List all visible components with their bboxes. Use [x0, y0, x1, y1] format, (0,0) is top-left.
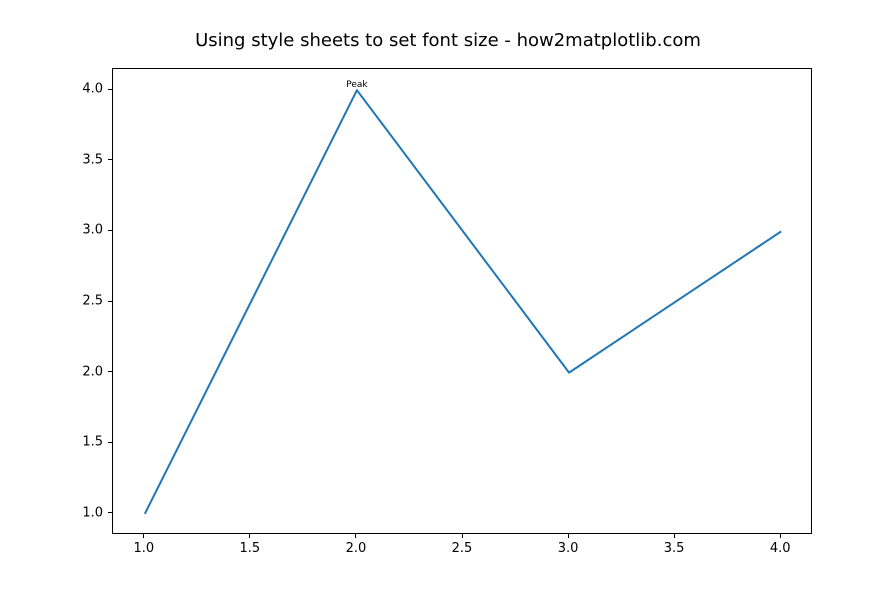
x-tick-label: 3.5: [664, 541, 685, 556]
figure: Using style sheets to set font size - ho…: [0, 0, 896, 616]
x-tick-label: 2.0: [346, 541, 367, 556]
line-plot-svg: [113, 69, 813, 535]
x-tick-label: 2.5: [452, 541, 473, 556]
x-tick-label: 1.5: [240, 541, 261, 556]
y-tick-label: 1.5: [82, 435, 103, 450]
peak-annotation: Peak: [346, 80, 367, 90]
y-tick-label: 3.5: [82, 152, 103, 167]
y-tick-mark: [108, 442, 112, 443]
y-tick-mark: [108, 89, 112, 90]
x-tick-mark: [674, 534, 675, 538]
y-tick-label: 3.0: [82, 223, 103, 238]
y-tick-mark: [108, 512, 112, 513]
y-tick-label: 4.0: [82, 82, 103, 97]
x-tick-mark: [143, 534, 144, 538]
y-tick-label: 2.5: [82, 294, 103, 309]
y-tick-mark: [108, 371, 112, 372]
y-tick-mark: [108, 159, 112, 160]
x-tick-mark: [568, 534, 569, 538]
y-tick-label: 1.0: [82, 505, 103, 520]
x-tick-mark: [355, 534, 356, 538]
plot-area: Peak: [112, 68, 812, 534]
data-line: [145, 90, 781, 514]
chart-title: Using style sheets to set font size - ho…: [0, 30, 896, 51]
x-tick-mark: [249, 534, 250, 538]
y-tick-mark: [108, 230, 112, 231]
y-tick-mark: [108, 301, 112, 302]
x-tick-mark: [462, 534, 463, 538]
y-tick-label: 2.0: [82, 364, 103, 379]
x-tick-label: 1.0: [133, 541, 154, 556]
x-tick-label: 3.0: [558, 541, 579, 556]
x-tick-label: 4.0: [770, 541, 791, 556]
x-tick-mark: [780, 534, 781, 538]
